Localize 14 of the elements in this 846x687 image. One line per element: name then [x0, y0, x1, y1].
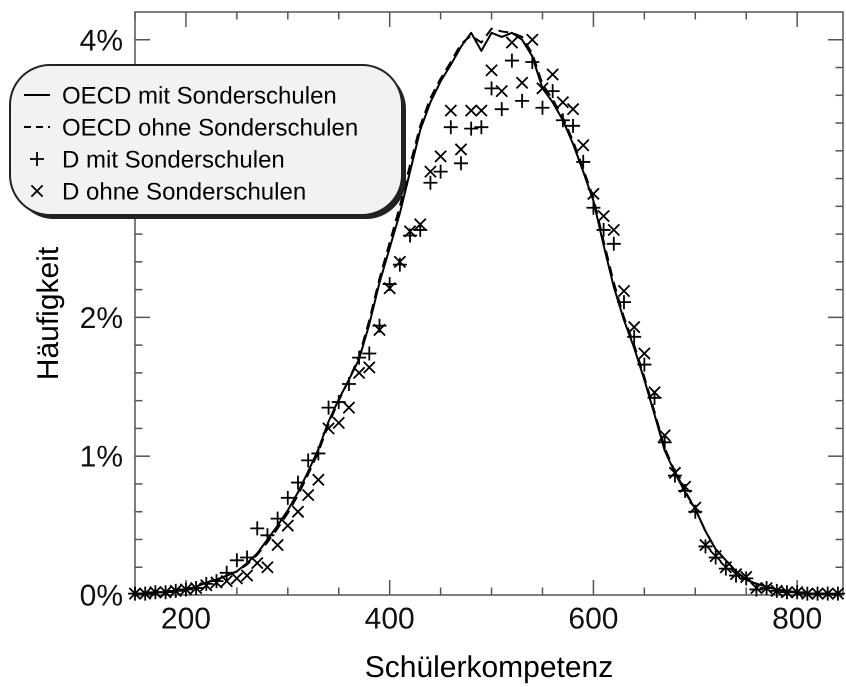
x-tick-label: 400: [364, 602, 415, 636]
y-axis-title: Häufigkeit: [32, 246, 65, 380]
legend-label: D mit Sonderschulen: [62, 146, 285, 174]
y-tick-label: 1%: [80, 440, 123, 474]
x-tick-label: 200: [160, 602, 211, 636]
legend-label: D ohne Sonderschulen: [62, 178, 306, 206]
y-tick-label: 0%: [80, 580, 123, 612]
y-tick-label: 4%: [80, 24, 123, 58]
x-tick-label: 600: [568, 602, 618, 636]
legend-label: OECD ohne Sonderschulen: [62, 114, 358, 142]
legend-label: OECD mit Sonderschulen: [62, 82, 337, 110]
x-axis-title: Schülerkompetenz: [364, 651, 614, 684]
y-tick-label: 2%: [80, 302, 123, 335]
x-tick-label: 800: [772, 602, 822, 636]
